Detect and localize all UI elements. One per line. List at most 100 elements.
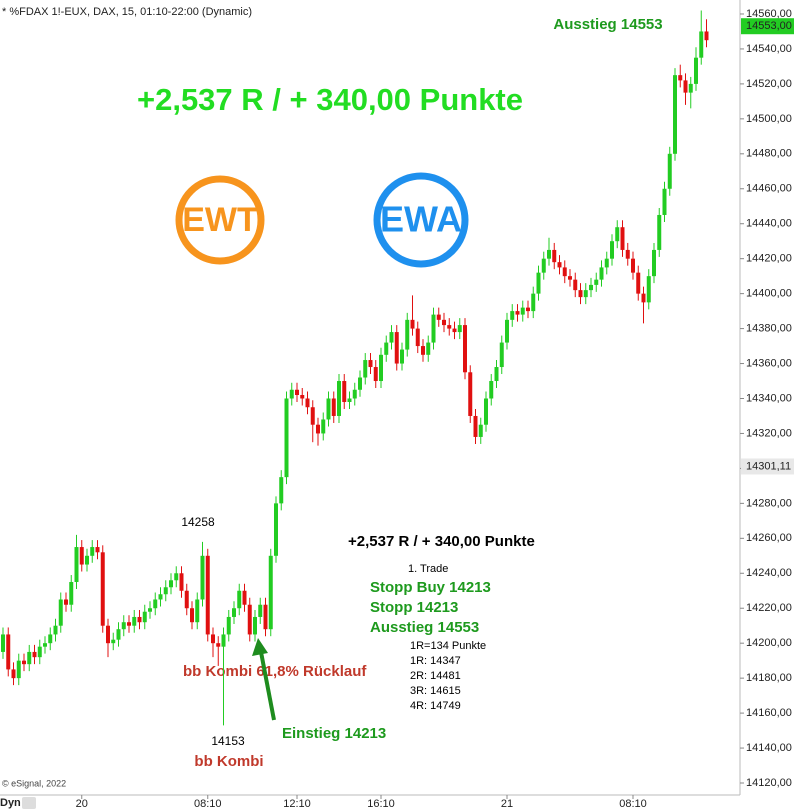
candle-body bbox=[604, 258, 609, 268]
candle-body bbox=[578, 290, 583, 298]
chart-title: * %FDAX 1!-EUX, DAX, 15, 01:10-22:00 (Dy… bbox=[2, 6, 252, 18]
candle-body bbox=[352, 389, 357, 399]
candle-body bbox=[389, 332, 394, 343]
candle-body bbox=[547, 249, 551, 259]
y-tick-label: 14240,00 bbox=[746, 567, 792, 579]
scroll-button[interactable] bbox=[22, 797, 36, 809]
candle-body bbox=[457, 325, 462, 333]
candle-body bbox=[452, 328, 457, 333]
candle-body bbox=[153, 599, 158, 609]
candle-body bbox=[384, 342, 389, 355]
candle-body bbox=[667, 153, 672, 189]
candle-body bbox=[421, 346, 425, 355]
candle-body bbox=[662, 188, 667, 215]
candle-body bbox=[363, 360, 368, 378]
candle-body bbox=[221, 634, 226, 647]
candle-body bbox=[242, 590, 247, 605]
candle-body bbox=[43, 643, 47, 647]
candle-body bbox=[442, 319, 446, 326]
candle-body bbox=[190, 608, 194, 623]
candle-body bbox=[148, 608, 152, 612]
candle-body bbox=[174, 573, 179, 581]
candle-body bbox=[184, 590, 189, 609]
candle-body bbox=[305, 398, 310, 408]
candle-body bbox=[358, 377, 362, 390]
x-mode: Dyn bbox=[0, 797, 21, 809]
x-tick-label: 12:10 bbox=[283, 798, 311, 810]
entry-arrow bbox=[259, 651, 276, 721]
candle-body bbox=[631, 258, 635, 273]
candle-body bbox=[436, 314, 441, 320]
candle-body bbox=[32, 651, 37, 658]
candle-body bbox=[426, 342, 431, 355]
y-tick-label: 14380,00 bbox=[746, 322, 792, 334]
candle-body bbox=[195, 599, 200, 623]
candle-body bbox=[268, 555, 273, 630]
y-tick-label: 14540,00 bbox=[746, 43, 792, 55]
copyright: © eSignal, 2022 bbox=[2, 778, 66, 788]
price-tag-label: 14301,11 bbox=[746, 460, 791, 472]
candle-body bbox=[484, 398, 488, 425]
candle-body bbox=[79, 547, 84, 565]
box-trade: 1. Trade bbox=[408, 563, 448, 575]
candle-body bbox=[95, 547, 100, 553]
candle-body bbox=[678, 75, 683, 81]
box-target: 4R: 14749 bbox=[410, 700, 461, 712]
x-tick-label: 08:10 bbox=[619, 798, 647, 810]
candle-body bbox=[552, 249, 557, 263]
candle-body bbox=[405, 319, 410, 350]
candle-body bbox=[211, 634, 215, 644]
candle-body bbox=[368, 360, 373, 368]
candle-body bbox=[205, 555, 210, 635]
candle-body bbox=[169, 580, 173, 588]
candle-body bbox=[279, 477, 284, 504]
candle-body bbox=[599, 267, 604, 280]
candle-body bbox=[11, 669, 16, 679]
candle-body bbox=[694, 57, 698, 84]
candle-body bbox=[646, 276, 651, 303]
y-tick-label: 14120,00 bbox=[746, 777, 792, 789]
y-tick-label: 14400,00 bbox=[746, 288, 792, 300]
x-tick-label: 20 bbox=[76, 798, 88, 810]
candle-body bbox=[652, 249, 656, 277]
y-tick-label: 14460,00 bbox=[746, 183, 792, 195]
candle-body bbox=[625, 249, 630, 259]
box-target: 2R: 14481 bbox=[410, 670, 461, 682]
candle-body bbox=[69, 582, 74, 605]
y-tick-label: 14360,00 bbox=[746, 357, 792, 369]
logo-ewa bbox=[373, 172, 469, 268]
candle-body bbox=[295, 389, 299, 395]
logo-ewa-text: EWA bbox=[380, 199, 462, 240]
candle-body bbox=[127, 622, 131, 626]
candle-body bbox=[106, 625, 110, 644]
candle-body bbox=[494, 367, 499, 382]
candle-body bbox=[310, 407, 315, 425]
candle-body bbox=[263, 604, 268, 630]
box-target: 3R: 14615 bbox=[410, 685, 461, 697]
price-tag bbox=[741, 18, 794, 35]
candle-body bbox=[232, 608, 236, 617]
signal-label: bb Kombi 61,8% Rücklauf bbox=[183, 663, 367, 680]
candle-body bbox=[478, 424, 483, 437]
box-target: 1R: 14347 bbox=[410, 655, 461, 667]
candle-body bbox=[226, 616, 231, 635]
candle-body bbox=[179, 573, 184, 591]
candle-body bbox=[489, 381, 494, 399]
candle-body bbox=[132, 616, 137, 626]
candle-body bbox=[531, 293, 536, 312]
candle-body bbox=[463, 325, 467, 373]
candle-body bbox=[557, 262, 562, 268]
candle-body bbox=[620, 227, 625, 250]
y-tick-label: 14140,00 bbox=[746, 742, 792, 754]
candle-body bbox=[515, 311, 520, 315]
candle-body bbox=[326, 398, 331, 420]
y-tick-label: 14420,00 bbox=[746, 253, 792, 265]
candle-body bbox=[520, 307, 525, 315]
candle-body bbox=[641, 293, 646, 303]
y-tick-label: 14500,00 bbox=[746, 113, 792, 125]
candle-body bbox=[536, 272, 541, 294]
candle-body bbox=[90, 547, 95, 556]
y-tick-label: 14280,00 bbox=[746, 497, 792, 509]
candle-body bbox=[379, 354, 383, 382]
